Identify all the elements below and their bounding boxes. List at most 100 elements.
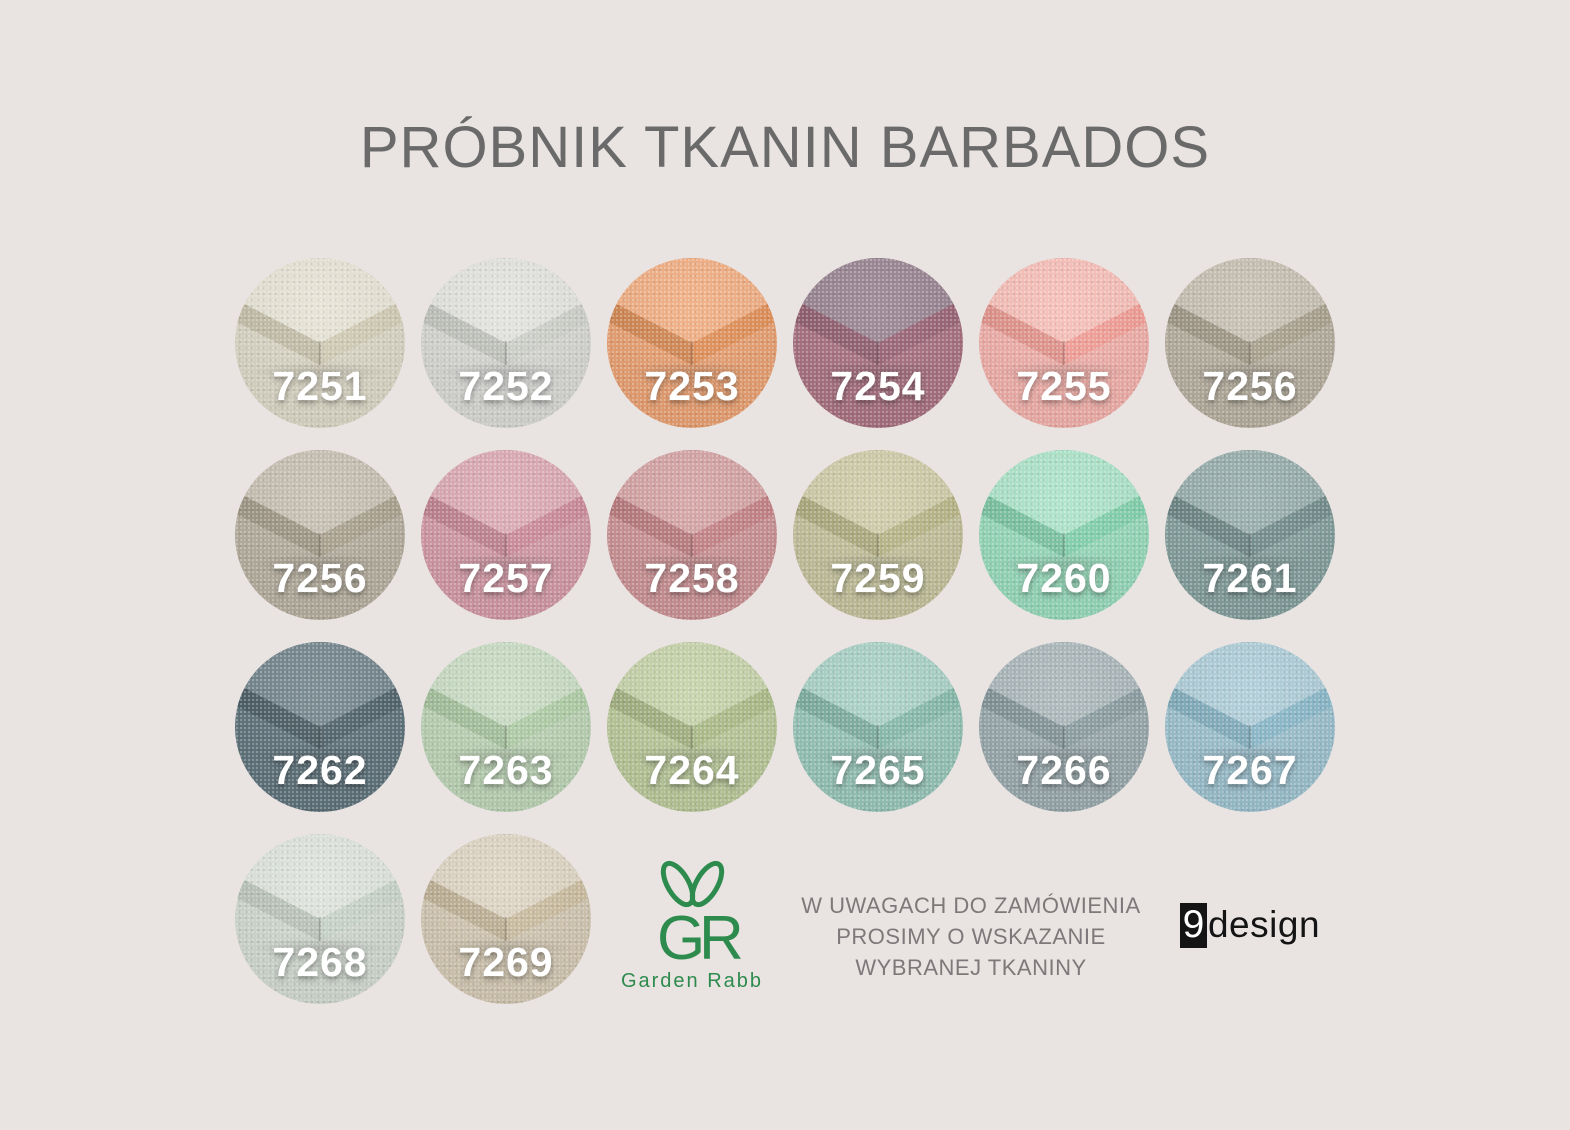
cushion-corner-seam	[505, 917, 507, 942]
fabric-swatch: 7262	[235, 642, 405, 812]
fabric-texture	[607, 450, 777, 620]
photo-vignette	[1165, 258, 1335, 428]
cushion-corner-seam	[319, 341, 321, 366]
photo-vignette	[421, 834, 591, 1004]
cushion-corner-seam	[1249, 725, 1251, 750]
cushion-shadow	[793, 450, 963, 620]
photo-vignette	[235, 258, 405, 428]
fabric-swatch: 7261	[1165, 450, 1335, 620]
fabric-swatch: 7266	[979, 642, 1149, 812]
cushion-shadow	[793, 642, 963, 812]
cushion-corner-seam	[1249, 533, 1251, 558]
photo-vignette	[235, 450, 405, 620]
cushion-corner-seam	[1063, 725, 1065, 750]
cushion-shadow	[1165, 450, 1335, 620]
fabric-texture	[1165, 450, 1335, 620]
photo-vignette	[607, 258, 777, 428]
svg-text:G: G	[657, 904, 705, 968]
photo-vignette	[235, 642, 405, 812]
photo-vignette	[979, 258, 1149, 428]
fabric-texture	[979, 642, 1149, 812]
swatch-code: 7258	[644, 554, 740, 601]
photo-vignette	[607, 450, 777, 620]
cushion-corner-seam	[691, 341, 693, 366]
photo-vignette	[421, 450, 591, 620]
fabric-texture	[793, 450, 963, 620]
ninedesign-wordmark: design	[1207, 904, 1321, 945]
fabric-swatch: 7263	[421, 642, 591, 812]
fabric-texture	[235, 258, 405, 428]
photo-vignette	[979, 450, 1149, 620]
fabric-texture	[235, 642, 405, 812]
fabric-swatch: 7256	[235, 450, 405, 620]
swatch-code: 7260	[1016, 554, 1112, 601]
fabric-texture	[421, 642, 591, 812]
fabric-texture	[421, 834, 591, 1004]
garden-rabb-mark-icon: G R	[657, 860, 744, 968]
cushion-shadow	[793, 258, 963, 428]
fabric-texture	[979, 258, 1149, 428]
ninedesign-badge-icon: 9	[1179, 902, 1207, 948]
swatch-code: 7268	[272, 938, 368, 985]
garden-rabb-name: Garden Rabb	[620, 969, 764, 992]
swatch-code: 7265	[830, 746, 926, 793]
photo-vignette	[421, 642, 591, 812]
cushion-shadow	[607, 642, 777, 812]
cushion-corner-seam	[319, 533, 321, 558]
cushion-corner-seam	[1249, 341, 1251, 366]
fabric-texture	[1165, 642, 1335, 812]
swatch-code: 7254	[830, 362, 926, 409]
cushion-corner-seam	[691, 533, 693, 558]
cushion-shadow	[607, 258, 777, 428]
fabric-texture	[235, 834, 405, 1004]
cushion-shadow	[235, 450, 405, 620]
photo-vignette	[793, 642, 963, 812]
swatch-code: 7259	[830, 554, 926, 601]
swatch-code: 7253	[644, 362, 740, 409]
cushion-corner-seam	[1063, 533, 1065, 558]
ninedesign-logo: 9 design	[1165, 834, 1335, 1004]
photo-vignette	[235, 834, 405, 1004]
fabric-texture	[607, 642, 777, 812]
fabric-swatch: 7255	[979, 258, 1149, 428]
fabric-texture	[979, 450, 1149, 620]
photo-vignette	[1165, 642, 1335, 812]
cushion-corner-seam	[691, 725, 693, 750]
cushion-shadow	[607, 450, 777, 620]
photo-vignette	[793, 450, 963, 620]
cushion-shadow	[979, 450, 1149, 620]
cushion-shadow	[421, 642, 591, 812]
cushion-shadow	[979, 642, 1149, 812]
fabric-swatch: 7259	[793, 450, 963, 620]
fabric-texture	[793, 258, 963, 428]
fabric-swatch: 7260	[979, 450, 1149, 620]
photo-vignette	[421, 258, 591, 428]
fabric-swatch: 7252	[421, 258, 591, 428]
cushion-shadow	[421, 450, 591, 620]
photo-vignette	[979, 642, 1149, 812]
cushion-shadow	[235, 642, 405, 812]
fabric-swatch: 7258	[607, 450, 777, 620]
fabric-texture	[1165, 258, 1335, 428]
swatch-code: 7252	[458, 362, 554, 409]
swatch-code: 7266	[1016, 746, 1112, 793]
fabric-swatch: 7251	[235, 258, 405, 428]
swatch-code: 7257	[458, 554, 554, 601]
fabric-swatch: 7268	[235, 834, 405, 1004]
cushion-corner-seam	[505, 533, 507, 558]
svg-text:R: R	[699, 904, 744, 968]
fabric-swatch: 7267	[1165, 642, 1335, 812]
fabric-texture	[607, 258, 777, 428]
photo-vignette	[607, 642, 777, 812]
fabric-texture	[421, 450, 591, 620]
cushion-shadow	[979, 258, 1149, 428]
fabric-texture	[421, 258, 591, 428]
swatch-code: 7269	[458, 938, 554, 985]
cushion-shadow	[235, 258, 405, 428]
cushion-corner-seam	[877, 725, 879, 750]
fabric-swatch: 7254	[793, 258, 963, 428]
cushion-shadow	[421, 834, 591, 1004]
cushion-corner-seam	[877, 533, 879, 558]
swatch-code: 7261	[1202, 554, 1298, 601]
